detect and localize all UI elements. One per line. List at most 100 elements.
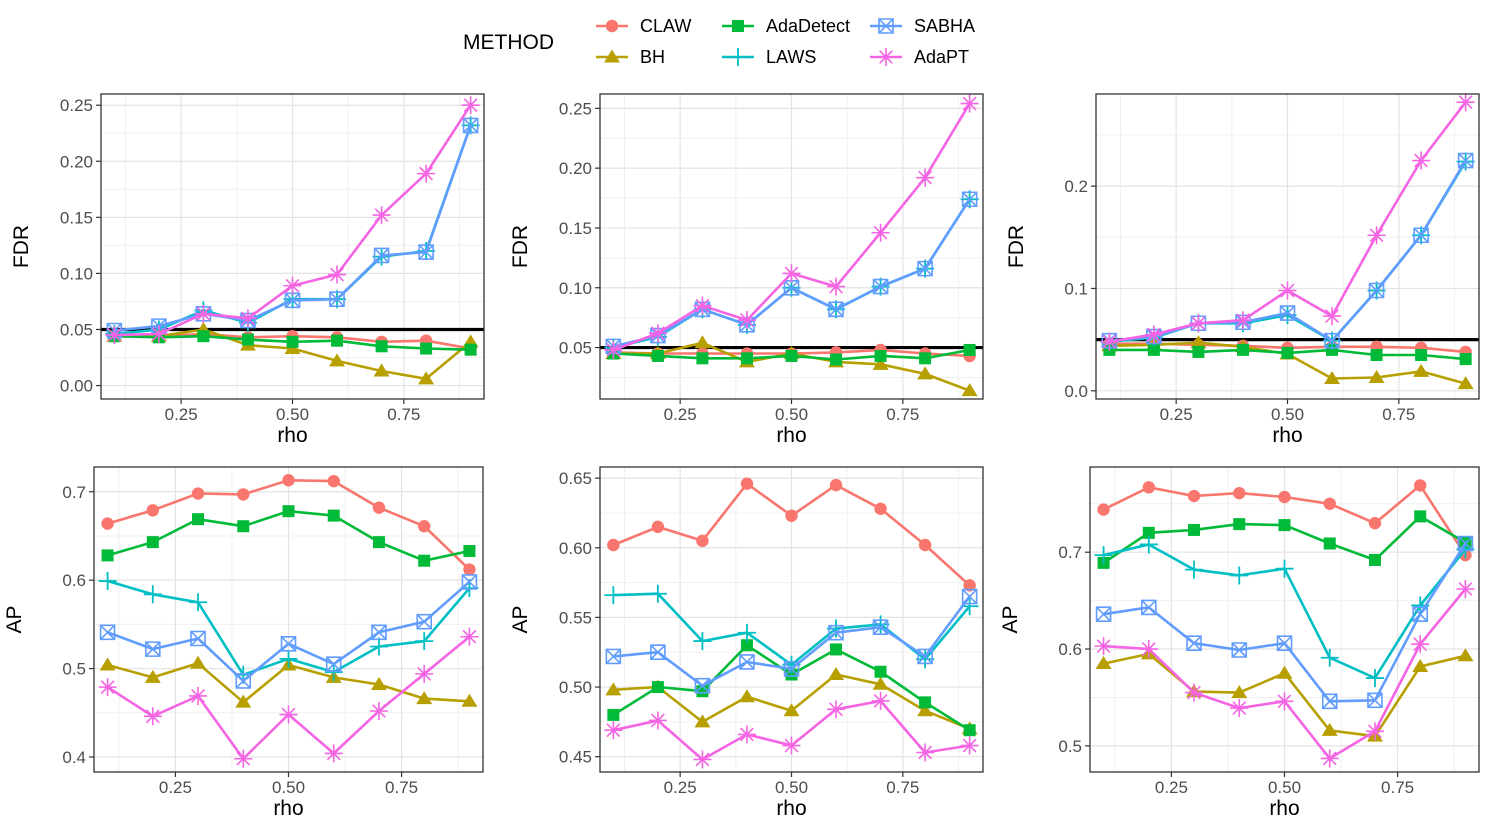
x-tick-label: 0.50: [276, 405, 309, 424]
data-point: [960, 736, 979, 755]
series-adapt: [105, 96, 480, 345]
data-point: [461, 96, 480, 115]
x-tick-label: 0.75: [1382, 405, 1415, 424]
data-point: [872, 619, 889, 635]
data-point: [237, 520, 250, 533]
data-point: [415, 664, 434, 683]
legend-key-asterisk-marker: [877, 48, 895, 66]
data-point: [1141, 599, 1157, 616]
data-point: [146, 504, 160, 517]
data-point: [1147, 343, 1160, 356]
data-point: [329, 291, 345, 308]
data-point: [607, 538, 620, 552]
y-tick-label: 0.6: [62, 571, 86, 590]
data-point: [830, 353, 843, 366]
data-point: [324, 663, 343, 682]
x-tick-label: 0.75: [886, 778, 919, 797]
y-tick-label: 0.5: [1058, 737, 1082, 756]
data-point: [329, 353, 346, 367]
data-point: [1413, 479, 1427, 492]
data-point: [917, 260, 933, 277]
data-point: [1323, 537, 1336, 550]
data-point: [1320, 749, 1339, 768]
y-tick-label: 0.5: [62, 660, 86, 679]
data-point: [1457, 535, 1474, 552]
data-point: [369, 702, 388, 720]
data-point: [1411, 635, 1430, 654]
data-point: [283, 276, 302, 295]
data-point: [737, 623, 756, 642]
data-point: [1192, 345, 1205, 358]
y-axis-title: FDR: [10, 225, 33, 268]
y-tick-label: 0.1: [1064, 279, 1088, 298]
data-point: [98, 678, 117, 697]
data-point: [1370, 348, 1383, 361]
x-tick-label: 0.75: [1381, 778, 1414, 797]
data-point: [605, 682, 622, 696]
x-tick-label: 0.50: [1271, 405, 1304, 424]
data-point: [189, 686, 208, 705]
legend-label: BH: [640, 47, 665, 67]
data-point: [1139, 535, 1158, 554]
data-point: [279, 649, 298, 668]
x-axis-title: rho: [776, 797, 806, 820]
data-point: [1323, 307, 1342, 326]
data-point: [696, 352, 709, 365]
x-axis-title: rho: [277, 424, 307, 447]
data-point: [916, 743, 935, 762]
legend-item-claw: CLAW: [596, 16, 691, 36]
series-sabha: [605, 588, 978, 694]
data-point: [1185, 683, 1204, 702]
data-point: [417, 164, 436, 183]
series-sabha: [106, 117, 479, 339]
data-point: [917, 366, 934, 380]
data-point: [1457, 376, 1474, 390]
data-point: [327, 509, 340, 522]
y-tick-label: 0.2: [1064, 177, 1088, 196]
data-point: [1276, 635, 1293, 652]
y-tick-label: 0.05: [60, 320, 93, 339]
y-tick-label: 0.10: [60, 264, 93, 283]
data-point: [651, 520, 665, 534]
data-point: [143, 585, 162, 604]
data-point: [190, 630, 206, 647]
data-point: [1190, 335, 1207, 349]
data-point: [279, 705, 298, 724]
data-point: [1368, 516, 1382, 530]
data-point: [651, 681, 664, 694]
data-point: [874, 502, 887, 515]
data-point: [1457, 648, 1474, 662]
legend-label: AdaPT: [914, 47, 969, 67]
data-point: [1324, 332, 1340, 349]
data-point: [1188, 523, 1201, 536]
data-point: [1321, 693, 1338, 710]
data-point: [327, 474, 340, 488]
legend-key-square-marker: [732, 20, 744, 32]
x-tick-label: 0.50: [1268, 778, 1301, 797]
series-adapt: [1100, 93, 1475, 351]
data-point: [1457, 152, 1474, 169]
x-tick-label: 0.25: [664, 778, 697, 797]
x-tick-label: 0.75: [385, 778, 418, 797]
y-tick-label: 0.4: [62, 748, 86, 767]
data-point: [1365, 722, 1384, 741]
data-point: [696, 534, 709, 548]
data-point: [651, 349, 664, 362]
data-point: [282, 505, 295, 518]
series-adadetect: [101, 505, 476, 567]
data-point: [693, 750, 712, 769]
data-point: [874, 349, 887, 362]
legend: METHOD CLAW BH AdaDetect LAWS SABHA AdaPT: [463, 16, 975, 67]
data-point: [828, 301, 844, 318]
data-point: [827, 700, 846, 719]
data-point: [693, 632, 712, 651]
data-point: [1095, 656, 1112, 670]
x-tick-label: 0.50: [272, 778, 305, 797]
data-point: [460, 627, 479, 646]
data-point: [1415, 348, 1428, 361]
data-point: [284, 292, 301, 309]
data-point: [1230, 699, 1249, 718]
y-axis-title: AP: [509, 605, 532, 633]
data-point: [418, 554, 431, 567]
data-point: [241, 333, 254, 346]
